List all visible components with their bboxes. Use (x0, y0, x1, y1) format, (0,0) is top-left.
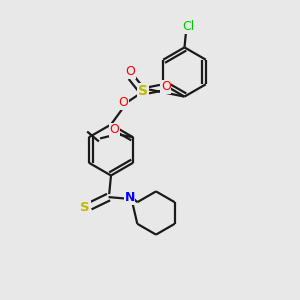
Text: Cl: Cl (182, 20, 194, 33)
Text: S: S (80, 201, 90, 214)
Text: O: O (125, 65, 135, 79)
Text: O: O (118, 96, 128, 109)
Text: S: S (138, 84, 148, 98)
Text: O: O (109, 123, 119, 136)
Text: N: N (124, 191, 135, 204)
Text: O: O (161, 80, 171, 94)
Text: N: N (124, 191, 135, 204)
